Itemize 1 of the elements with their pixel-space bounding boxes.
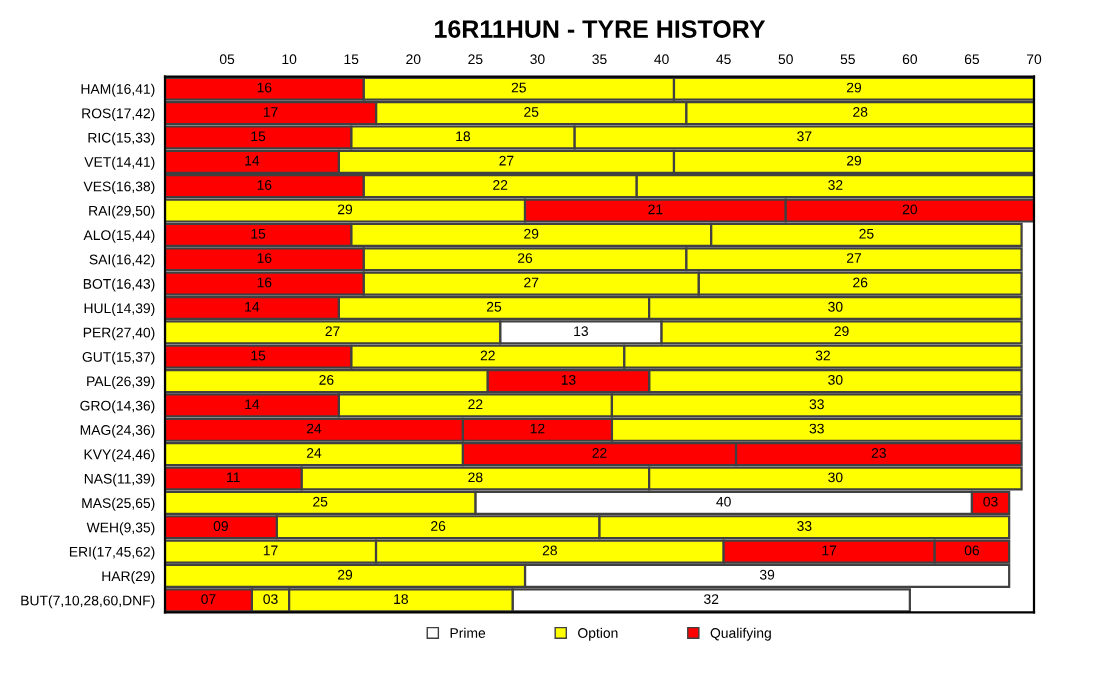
chart-title: 16R11HUN - TYRE HISTORY — [435, 20, 766, 38]
